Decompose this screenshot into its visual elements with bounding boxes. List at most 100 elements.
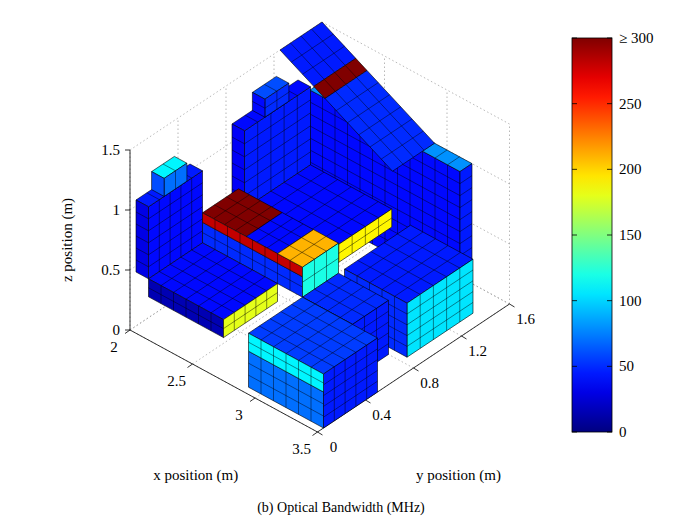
patch-group — [407, 259, 473, 357]
mesh-line — [175, 171, 176, 189]
mesh-line — [460, 224, 472, 232]
mesh-line — [299, 324, 353, 360]
mesh-line — [147, 193, 160, 200]
patch — [152, 172, 165, 197]
mesh-line — [281, 312, 356, 353]
y-tick-label: 0.4 — [372, 407, 391, 423]
mesh-line — [181, 257, 256, 298]
z-tick-label: 0.5 — [101, 262, 120, 278]
x-tick-label: 2 — [110, 339, 118, 355]
z-tick — [125, 330, 130, 331]
colorbar: 050100150200250≥ 300 — [572, 30, 653, 440]
mesh-line — [274, 311, 328, 347]
patch — [149, 279, 224, 338]
tick-labels: 22.533.500.40.81.21.600.511.5 — [101, 142, 535, 457]
patch — [203, 213, 303, 277]
mesh-line — [261, 358, 262, 394]
mesh-line — [265, 247, 266, 257]
colorbar-tick — [572, 432, 577, 433]
x-tick — [188, 364, 193, 368]
caption: (b) Optical Bandwidth (MHz) — [257, 500, 425, 516]
patch-group — [249, 333, 324, 392]
mesh-line — [324, 370, 378, 406]
patch-group — [252, 92, 265, 117]
patch — [324, 338, 378, 428]
mesh-line — [298, 378, 299, 414]
mesh-line — [301, 36, 335, 72]
mesh-line — [336, 91, 404, 164]
z-tick — [125, 150, 130, 151]
colorbar-tick — [572, 235, 577, 236]
mesh-line — [302, 238, 327, 252]
mesh-line — [290, 260, 291, 270]
patch — [136, 200, 149, 279]
colorbar-tick — [607, 235, 612, 236]
mesh-line — [324, 360, 378, 396]
mesh-line — [264, 84, 277, 91]
z-tick — [125, 270, 130, 271]
x-tick — [125, 330, 130, 334]
mesh-line — [460, 236, 472, 244]
patch-group — [136, 200, 149, 279]
mesh-line — [192, 250, 267, 291]
mesh-line — [448, 157, 460, 165]
mesh-line — [291, 43, 325, 79]
mesh-line — [297, 174, 378, 218]
mesh-line — [186, 263, 240, 299]
mesh-line — [136, 224, 149, 231]
mesh-line — [258, 229, 289, 246]
x-tick — [313, 432, 318, 436]
z-tick-label: 1.5 — [101, 142, 120, 158]
mesh-line — [357, 77, 425, 150]
patch — [249, 333, 324, 392]
patch — [265, 83, 289, 117]
mesh-line — [136, 248, 149, 255]
colorbar-tick — [572, 38, 577, 39]
mesh-line — [335, 72, 346, 84]
colorbar-tick — [572, 169, 577, 170]
patch-group — [152, 172, 165, 197]
mesh-line — [227, 197, 271, 221]
y-tick — [318, 432, 323, 435]
patch — [325, 70, 435, 171]
colorbar-tick-label: 200 — [619, 161, 642, 177]
z-tick-label: 0 — [113, 322, 121, 338]
mesh-line — [290, 246, 315, 260]
mesh-line — [232, 176, 245, 183]
mesh-line — [345, 360, 346, 414]
colorbar-tick-label: 0 — [619, 424, 627, 440]
titles: x position (m)y position (m)z position (… — [59, 198, 501, 516]
mesh-line — [240, 233, 241, 243]
mesh-line — [312, 29, 346, 65]
mesh-line — [384, 243, 447, 277]
y-tick-label: 1.6 — [516, 311, 535, 327]
mesh-line — [407, 270, 473, 314]
colorbar-tick — [607, 103, 612, 104]
colorbar-tick-label: 150 — [619, 227, 642, 243]
mesh-line — [252, 240, 253, 250]
patch-group — [203, 213, 303, 277]
mesh-line — [136, 212, 149, 219]
patch — [252, 92, 265, 117]
mesh-line — [460, 200, 472, 208]
mesh-line — [315, 280, 351, 304]
mesh-line — [407, 302, 473, 346]
z-axis — [130, 150, 131, 330]
x-tick-label: 2.5 — [167, 373, 186, 389]
mesh-line — [149, 288, 224, 329]
mesh-line — [407, 281, 473, 325]
colorbar-tick — [572, 366, 577, 367]
mesh-line — [460, 212, 472, 220]
mesh-line — [174, 256, 228, 292]
x-axis-title: x position (m) — [153, 467, 238, 484]
mesh-line — [286, 318, 340, 354]
x-tick-label: 3 — [235, 407, 243, 423]
mesh-line — [381, 131, 423, 159]
mesh-line — [324, 349, 378, 385]
colorbar-tick-label: 50 — [619, 358, 634, 374]
mesh-line — [460, 188, 472, 196]
mesh-line — [334, 367, 335, 421]
mesh-line — [273, 365, 274, 401]
mesh-line — [161, 250, 215, 286]
grid-line — [130, 150, 131, 330]
